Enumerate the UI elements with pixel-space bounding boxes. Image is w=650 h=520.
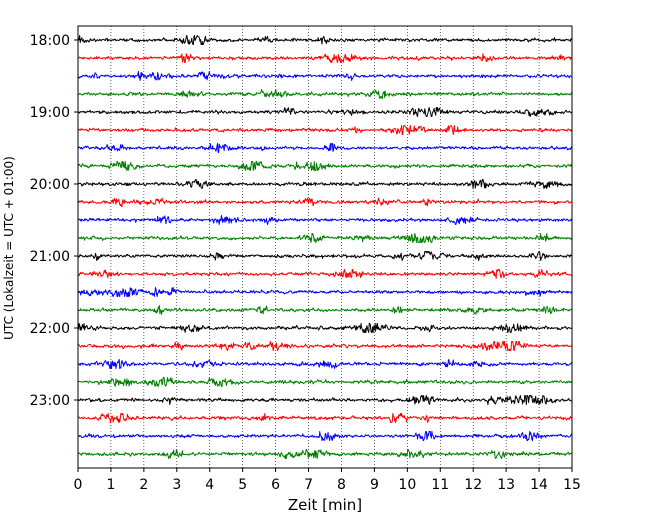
seismic-trace-2200 bbox=[77, 323, 573, 333]
x-axis-label: Zeit [min] bbox=[288, 496, 362, 514]
seismic-trace-2000 bbox=[77, 179, 573, 189]
y-tick-label: 22:00 bbox=[30, 321, 70, 337]
x-tick-label: 1 bbox=[106, 477, 115, 493]
seismic-trace-2115 bbox=[77, 269, 573, 279]
seismic-trace-2315 bbox=[77, 413, 573, 423]
x-tick-label: 3 bbox=[172, 477, 181, 493]
y-tick-label: 19:00 bbox=[30, 105, 70, 121]
x-tick-label: 9 bbox=[370, 477, 379, 493]
seismic-trace-2215 bbox=[77, 341, 573, 351]
seismic-trace-2300 bbox=[77, 395, 573, 405]
x-tick-label: 6 bbox=[271, 477, 280, 493]
x-tick-label: 12 bbox=[464, 477, 482, 493]
y-tick-label: 23:00 bbox=[30, 393, 70, 409]
seismic-trace-1930 bbox=[77, 143, 573, 153]
y-tick-label: 21:00 bbox=[30, 249, 70, 265]
seismic-trace-1845 bbox=[77, 89, 573, 99]
seismic-trace-2045 bbox=[77, 233, 573, 243]
x-tick-label: 2 bbox=[139, 477, 148, 493]
seismic-trace-2015 bbox=[77, 197, 573, 207]
grid-lines bbox=[110, 26, 540, 468]
y-tick-label: 20:00 bbox=[30, 177, 70, 193]
seismic-trace-2230 bbox=[77, 359, 573, 369]
x-axis-ticks: 0 1 2 3 4 5 6 7 8 9 10 11 12 13 14 15 bbox=[74, 468, 581, 493]
x-tick-label: 8 bbox=[337, 477, 346, 493]
x-tick-label: 7 bbox=[304, 477, 313, 493]
x-tick-label: 0 bbox=[74, 477, 83, 493]
x-tick-label: 14 bbox=[530, 477, 548, 493]
seismic-trace-2130 bbox=[77, 287, 573, 297]
seismic-trace-2345 bbox=[77, 449, 573, 459]
seismic-trace-1830 bbox=[77, 71, 573, 81]
x-tick-label: 5 bbox=[238, 477, 247, 493]
seismic-trace-2245 bbox=[77, 377, 573, 387]
y-tick-label: 18:00 bbox=[30, 33, 70, 49]
plot-frame bbox=[77, 25, 573, 469]
x-tick-label: 11 bbox=[431, 477, 449, 493]
x-tick-label: 15 bbox=[563, 477, 581, 493]
y-axis-label: UTC (Lokalzeit = UTC + 01:00) bbox=[2, 156, 16, 340]
x-tick-label: 10 bbox=[398, 477, 416, 493]
seismic-trace-1900 bbox=[77, 107, 573, 117]
seismic-trace-1800 bbox=[77, 35, 573, 45]
seismic-traces bbox=[77, 35, 573, 459]
seismic-trace-2145 bbox=[77, 305, 573, 315]
seismic-trace-1915 bbox=[77, 125, 573, 135]
seismic-trace-2330 bbox=[77, 431, 573, 441]
seismic-trace-1815 bbox=[77, 53, 573, 63]
seismic-trace-1945 bbox=[77, 161, 573, 171]
seismic-trace-2030 bbox=[77, 215, 573, 225]
seismic-trace-2100 bbox=[77, 251, 573, 261]
y-axis-ticks: 18:00 19:00 20:00 21:00 22:00 23:00 bbox=[30, 33, 78, 409]
x-tick-label: 4 bbox=[205, 477, 214, 493]
x-tick-label: 13 bbox=[497, 477, 515, 493]
